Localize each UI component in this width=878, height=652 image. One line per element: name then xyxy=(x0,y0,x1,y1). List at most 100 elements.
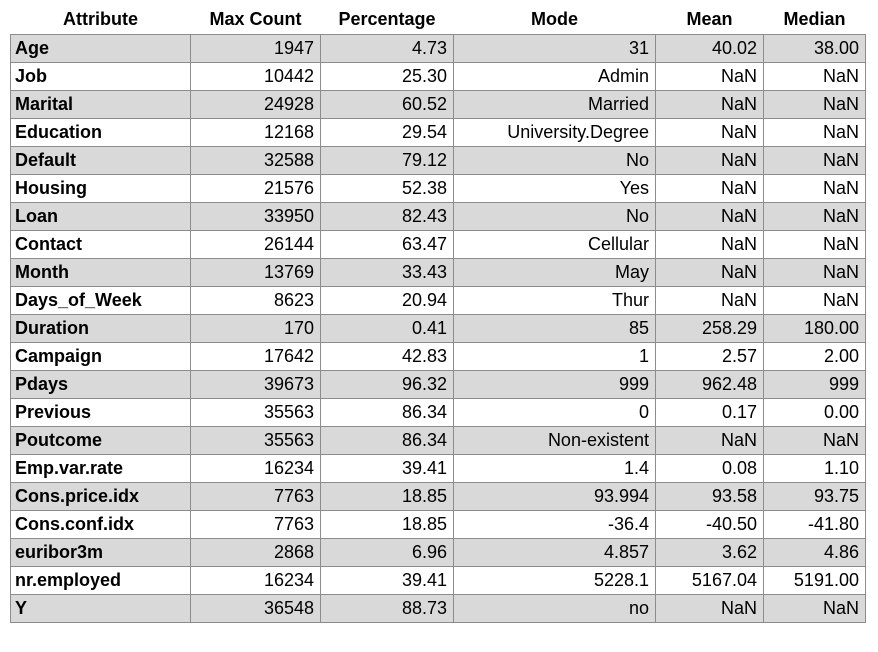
cell-percentage: 86.34 xyxy=(320,398,454,427)
cell-max-count: 36548 xyxy=(190,594,321,623)
cell-max-count: 26144 xyxy=(190,230,321,259)
table-row: Contact 26144 63.47 Cellular NaN NaN xyxy=(10,230,866,259)
table-row: Y 36548 88.73 no NaN NaN xyxy=(10,594,866,623)
cell-max-count: 39673 xyxy=(190,370,321,399)
cell-mode: 4.857 xyxy=(453,538,656,567)
cell-mean: 258.29 xyxy=(655,314,764,343)
cell-max-count: 35563 xyxy=(190,398,321,427)
cell-percentage: 42.83 xyxy=(320,342,454,371)
cell-median: NaN xyxy=(763,258,866,287)
cell-attribute: Cons.conf.idx xyxy=(10,510,191,539)
cell-percentage: 4.73 xyxy=(320,34,454,63)
table-row: Pdays 39673 96.32 999 962.48 999 xyxy=(10,370,866,399)
cell-mode: 1 xyxy=(453,342,656,371)
cell-max-count: 8623 xyxy=(190,286,321,315)
cell-median: NaN xyxy=(763,174,866,203)
cell-attribute: Days_of_Week xyxy=(10,286,191,315)
cell-mean: 3.62 xyxy=(655,538,764,567)
cell-percentage: 39.41 xyxy=(320,454,454,483)
cell-mode: No xyxy=(453,202,656,231)
table-row: nr.employed 16234 39.41 5228.1 5167.04 5191.0… xyxy=(10,566,866,595)
cell-median: 5191.00 xyxy=(763,566,866,595)
cell-mode: 31 xyxy=(453,34,656,63)
cell-attribute: euribor3m xyxy=(10,538,191,567)
cell-mean: 962.48 xyxy=(655,370,764,399)
cell-mean: NaN xyxy=(655,202,764,231)
cell-mean: NaN xyxy=(655,146,764,175)
cell-max-count: 7763 xyxy=(190,510,321,539)
cell-attribute: Marital xyxy=(10,90,191,119)
cell-percentage: 60.52 xyxy=(320,90,454,119)
cell-attribute: Loan xyxy=(10,202,191,231)
cell-max-count: 16234 xyxy=(190,566,321,595)
cell-max-count: 10442 xyxy=(190,62,321,91)
table-row: Cons.price.idx 7763 18.85 93.994 93.58 93.75 xyxy=(10,482,866,511)
cell-attribute: Job xyxy=(10,62,191,91)
cell-attribute: Age xyxy=(10,34,191,63)
cell-mean: NaN xyxy=(655,90,764,119)
cell-mean: 0.08 xyxy=(655,454,764,483)
cell-median: 93.75 xyxy=(763,482,866,511)
header-percentage: Percentage xyxy=(338,9,436,29)
cell-mean: NaN xyxy=(655,426,764,455)
cell-mean: NaN xyxy=(655,230,764,259)
cell-mean: -40.50 xyxy=(655,510,764,539)
table-row: Month 13769 33.43 May NaN NaN xyxy=(10,258,866,287)
cell-max-count: 17642 xyxy=(190,342,321,371)
cell-attribute: Y xyxy=(10,594,191,623)
cell-mode: 93.994 xyxy=(453,482,656,511)
cell-attribute: Month xyxy=(10,258,191,287)
cell-percentage: 20.94 xyxy=(320,286,454,315)
cell-percentage: 29.54 xyxy=(320,118,454,147)
cell-mean: 2.57 xyxy=(655,342,764,371)
table-row: Education 12168 29.54 University.Degree NaN N… xyxy=(10,118,866,147)
table-row: Default 32588 79.12 No NaN NaN xyxy=(10,146,866,175)
cell-max-count: 12168 xyxy=(190,118,321,147)
cell-max-count: 13769 xyxy=(190,258,321,287)
cell-mean: NaN xyxy=(655,286,764,315)
cell-median: NaN xyxy=(763,594,866,623)
cell-max-count: 35563 xyxy=(190,426,321,455)
cell-percentage: 63.47 xyxy=(320,230,454,259)
cell-mode: Married xyxy=(453,90,656,119)
header-attribute: Attribute xyxy=(63,9,138,29)
cell-mean: NaN xyxy=(655,118,764,147)
cell-attribute: Emp.var.rate xyxy=(10,454,191,483)
cell-percentage: 18.85 xyxy=(320,510,454,539)
cell-percentage: 39.41 xyxy=(320,566,454,595)
cell-max-count: 32588 xyxy=(190,146,321,175)
cell-median: 2.00 xyxy=(763,342,866,371)
cell-median: 38.00 xyxy=(763,34,866,63)
header-row: Attribute Max Count Percentage Mode Mean… xyxy=(11,5,866,35)
header-median: Median xyxy=(783,9,846,29)
cell-attribute: Education xyxy=(10,118,191,147)
cell-median: NaN xyxy=(763,118,866,147)
cell-percentage: 96.32 xyxy=(320,370,454,399)
table-row: Duration 170 0.41 85 258.29 180.00 xyxy=(10,314,866,343)
cell-percentage: 88.73 xyxy=(320,594,454,623)
table-row: Loan 33950 82.43 No NaN NaN xyxy=(10,202,866,231)
cell-percentage: 52.38 xyxy=(320,174,454,203)
cell-attribute: Pdays xyxy=(10,370,191,399)
table-row: Cons.conf.idx 7763 18.85 -36.4 -40.50 -41.80 xyxy=(10,510,866,539)
cell-mode: 0 xyxy=(453,398,656,427)
cell-mean: NaN xyxy=(655,174,764,203)
cell-attribute: Previous xyxy=(10,398,191,427)
table-row: Days_of_Week 8623 20.94 Thur NaN NaN xyxy=(10,286,866,315)
cell-mean: 0.17 xyxy=(655,398,764,427)
cell-median: NaN xyxy=(763,146,866,175)
cell-mode: Cellular xyxy=(453,230,656,259)
cell-attribute: Housing xyxy=(10,174,191,203)
header-mean: Mean xyxy=(686,9,733,29)
cell-max-count: 24928 xyxy=(190,90,321,119)
cell-max-count: 33950 xyxy=(190,202,321,231)
table-row: Campaign 17642 42.83 1 2.57 2.00 xyxy=(10,342,866,371)
cell-median: -41.80 xyxy=(763,510,866,539)
cell-percentage: 82.43 xyxy=(320,202,454,231)
cell-mean: 93.58 xyxy=(655,482,764,511)
table-body: Age 1947 4.73 31 40.02 38.00 Job 10442 25.30 Admi… xyxy=(10,34,866,623)
cell-mean: NaN xyxy=(655,258,764,287)
cell-percentage: 86.34 xyxy=(320,426,454,455)
cell-median: NaN xyxy=(763,202,866,231)
cell-mode: 999 xyxy=(453,370,656,399)
